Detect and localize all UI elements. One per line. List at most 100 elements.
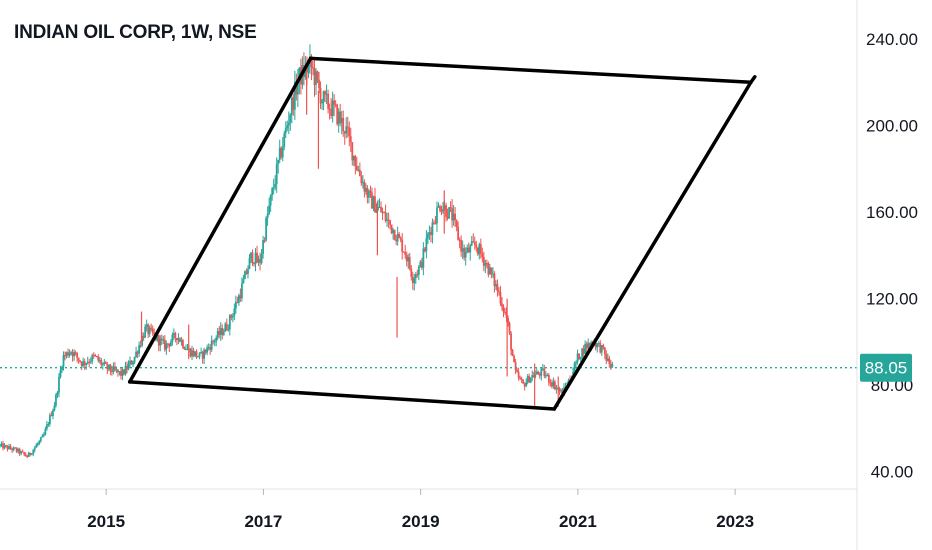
pattern-line[interactable] — [127, 380, 557, 411]
candle-body — [42, 434, 45, 436]
candle-body — [473, 242, 476, 245]
price-tick-label: 240.00 — [866, 30, 918, 49]
candle-body — [315, 71, 317, 85]
candle-body — [434, 223, 437, 225]
candle-body — [77, 357, 80, 361]
candle-body — [522, 380, 525, 384]
candle-body — [97, 356, 100, 361]
candle-body — [485, 263, 488, 265]
candle-body — [349, 136, 352, 143]
candle-body — [599, 343, 602, 353]
candle-body — [185, 349, 187, 351]
candle-body — [433, 222, 435, 224]
candle-body — [30, 453, 33, 455]
candle-body — [203, 349, 206, 359]
candle-body — [328, 108, 331, 110]
candle-body — [554, 381, 556, 390]
candle-body — [313, 68, 316, 85]
candle-body — [207, 347, 210, 349]
candle-body — [280, 147, 283, 158]
candle-body — [449, 207, 452, 209]
candle-body — [0, 443, 3, 445]
candle-body — [278, 147, 281, 160]
candle-body — [253, 263, 255, 265]
candle-body — [100, 360, 103, 365]
candle-body — [544, 375, 547, 377]
candle-body — [470, 241, 473, 246]
candle-body — [251, 252, 254, 264]
candle-body — [115, 369, 118, 371]
candle-body — [295, 82, 298, 95]
candle-body — [98, 360, 101, 362]
candle-body — [168, 344, 171, 347]
candle-body — [58, 376, 60, 393]
candle-body — [343, 131, 346, 134]
candle-body — [366, 188, 369, 198]
candle-body — [404, 252, 407, 255]
candle-body — [393, 229, 396, 240]
time-tick-label: 2019 — [402, 512, 440, 531]
candle-body — [250, 252, 252, 259]
candle-body — [529, 377, 532, 383]
candle-body — [384, 212, 387, 221]
candle-body — [64, 355, 66, 357]
parallelogram-pattern[interactable] — [127, 56, 757, 411]
candle-body — [139, 345, 142, 347]
candle-body — [157, 335, 160, 346]
candle-body — [245, 271, 248, 274]
candle-body — [549, 382, 552, 384]
last-price-value: 88.05 — [865, 359, 908, 378]
candle-body — [5, 445, 7, 447]
candle-body — [516, 370, 519, 373]
candle-body — [605, 354, 608, 361]
candle-body — [354, 155, 357, 166]
candle-body — [171, 335, 174, 342]
candle-body — [233, 308, 236, 316]
price-tick-label: 40.00 — [871, 463, 914, 482]
candle-body — [316, 71, 319, 80]
last-price-label: 88.05 — [860, 353, 912, 382]
candle-body — [172, 333, 175, 336]
candle-body — [126, 365, 128, 370]
pattern-line[interactable] — [308, 56, 753, 84]
pattern-line-extension[interactable] — [749, 75, 757, 84]
pattern-line[interactable] — [127, 56, 313, 384]
candle-body — [417, 266, 420, 275]
candle-body — [18, 448, 21, 454]
candle-body — [457, 226, 460, 240]
candle-body — [17, 448, 20, 452]
candle-body — [322, 91, 325, 102]
candle-body — [83, 361, 86, 365]
candle-body — [504, 311, 506, 313]
candle-body — [212, 340, 215, 342]
candle-body — [590, 342, 593, 346]
candle-body — [576, 353, 579, 362]
candle-body — [180, 340, 183, 342]
candle-body — [29, 452, 32, 455]
candle-body — [511, 350, 514, 357]
candle-body — [52, 410, 54, 416]
candle-body — [446, 216, 449, 219]
candle-body — [585, 343, 588, 349]
time-axis[interactable]: 2015 2017 2019 2021 2023 — [87, 489, 754, 531]
candle-body — [9, 446, 12, 449]
candle-body — [296, 81, 299, 95]
candle-body — [422, 248, 425, 268]
candle-body — [339, 111, 342, 124]
candle-body — [123, 369, 125, 375]
candle-body — [191, 350, 193, 357]
candle-body — [21, 451, 24, 453]
candle-body — [451, 208, 453, 221]
candle-body — [475, 244, 478, 248]
candle-body — [265, 218, 268, 241]
candle-body — [174, 333, 177, 339]
candle-body — [608, 358, 611, 364]
candle-body — [386, 219, 388, 221]
candle-body — [334, 104, 337, 106]
pattern-line[interactable] — [552, 80, 753, 411]
candle-body — [6, 445, 9, 450]
candle-body — [106, 364, 109, 370]
candle-body — [324, 91, 326, 95]
